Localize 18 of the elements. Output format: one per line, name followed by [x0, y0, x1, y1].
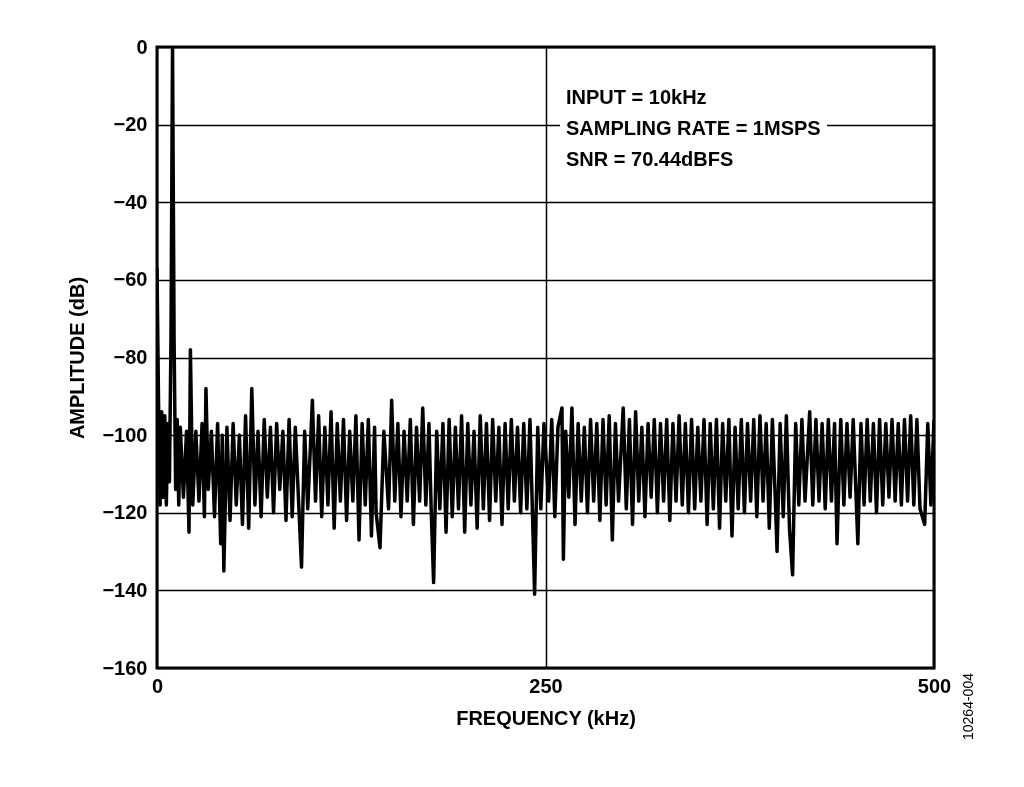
y-tick-label: −60: [113, 268, 148, 291]
y-tick-label: 0: [136, 35, 148, 58]
y-tick-label: −160: [102, 656, 148, 679]
annotation: INPUT = 10kHz: [566, 85, 708, 110]
x-tick-label: 0: [151, 674, 164, 697]
y-tick-label: −120: [102, 501, 148, 524]
annotation: SAMPLING RATE = 1MSPS: [566, 116, 821, 141]
text: 10264-004: [960, 673, 976, 740]
y-tick-label: −80: [113, 346, 148, 368]
x-tick-label: 250: [529, 674, 563, 697]
x-tick-label: 500: [917, 674, 952, 697]
y-tick-label: −40: [113, 190, 148, 213]
y-tick-label: −140: [102, 578, 148, 601]
y-axis-title: AMPLITUDE (dB): [66, 276, 89, 440]
x-axis-title: FREQUENCY (kHz): [456, 706, 636, 729]
y-tick-label: −20: [113, 113, 148, 136]
annotation: SNR = 70.44dBFS: [566, 147, 735, 172]
y-tick-label: −100: [102, 423, 148, 446]
